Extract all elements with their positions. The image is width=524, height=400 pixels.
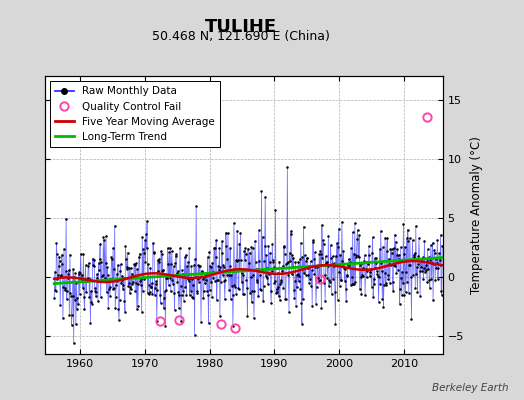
Text: TULIHE: TULIHE — [205, 18, 277, 36]
Y-axis label: Temperature Anomaly (°C): Temperature Anomaly (°C) — [470, 136, 483, 294]
Text: 50.468 N, 121.690 E (China): 50.468 N, 121.690 E (China) — [152, 30, 330, 43]
Text: Berkeley Earth: Berkeley Earth — [432, 383, 508, 393]
Legend: Raw Monthly Data, Quality Control Fail, Five Year Moving Average, Long-Term Tren: Raw Monthly Data, Quality Control Fail, … — [50, 81, 220, 147]
